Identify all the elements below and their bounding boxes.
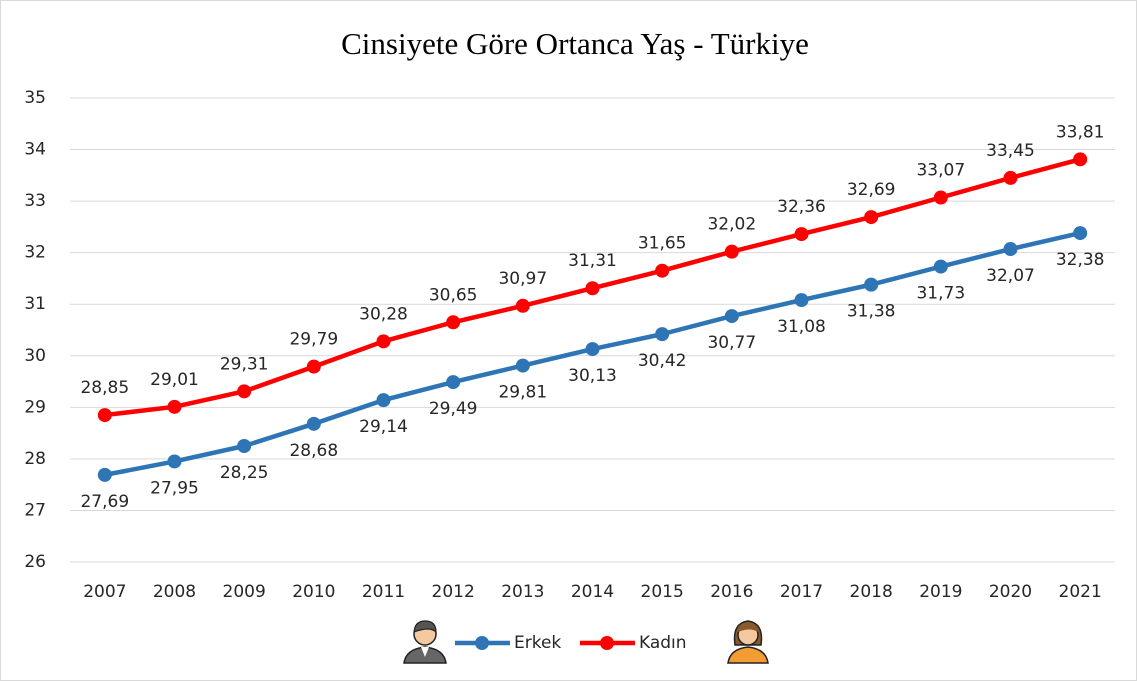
y-tick-label: 29 [24,397,46,417]
data-point [376,393,391,408]
data-point [655,263,670,278]
female-icon [727,620,769,664]
data-label: 33,07 [916,161,965,181]
data-label: 31,38 [847,302,896,322]
y-tick-label: 35 [24,88,46,108]
data-point [724,309,739,324]
x-tick-label: 2007 [83,582,126,602]
data-point [446,315,461,330]
data-point [585,342,600,357]
data-point [515,298,530,313]
data-label: 28,85 [80,378,129,398]
data-point [97,408,112,423]
data-label: 29,31 [220,354,269,374]
x-tick-label: 2017 [780,582,823,602]
data-point [585,281,600,296]
x-tick-label: 2011 [362,582,405,602]
data-label: 28,25 [220,463,269,483]
data-point [933,190,948,205]
y-tick-label: 26 [24,552,46,572]
data-point [655,327,670,342]
data-point [724,244,739,259]
y-tick-label: 31 [24,294,46,314]
x-tick-label: 2010 [292,582,335,602]
x-tick-label: 2013 [501,582,544,602]
legend-label: Erkek [514,633,561,653]
x-tick-label: 2018 [850,582,893,602]
data-point [864,277,879,292]
data-label: 32,02 [707,215,756,235]
data-label: 31,31 [568,251,617,271]
data-label: 30,97 [498,269,547,289]
data-point [237,439,252,453]
data-point [1003,242,1018,257]
x-tick-label: 2012 [432,582,475,602]
x-tick-label: 2020 [989,582,1032,602]
data-point [794,293,809,308]
x-tick-label: 2015 [641,582,684,602]
data-point [446,375,461,390]
data-point [1073,226,1088,241]
legend-label: Kadın [639,633,687,653]
data-label: 29,81 [498,383,547,403]
data-label: 27,69 [80,492,129,512]
data-point [864,210,879,225]
male-icon [403,620,447,664]
data-point [306,359,321,374]
data-label: 30,77 [707,333,756,353]
data-label: 33,81 [1056,122,1105,142]
data-point [933,259,948,274]
data-point [167,399,182,414]
x-tick-label: 2008 [153,582,196,602]
data-label: 32,38 [1056,250,1105,270]
data-point [97,467,112,482]
data-label: 29,14 [359,417,408,437]
y-tick-label: 30 [24,346,46,366]
data-label: 31,65 [638,234,687,254]
y-tick-label: 27 [24,500,46,520]
data-label: 31,73 [916,284,965,304]
data-label: 29,01 [150,370,199,390]
x-tick-label: 2016 [710,582,753,602]
data-label: 32,07 [986,266,1035,286]
x-tick-label: 2014 [571,582,614,602]
data-label: 30,65 [429,285,478,305]
x-tick-label: 2019 [919,582,962,602]
data-label: 27,95 [150,478,199,498]
y-tick-label: 33 [24,191,46,211]
data-label: 33,45 [986,141,1035,161]
data-label: 30,13 [568,366,617,386]
data-label: 29,49 [429,399,478,419]
legend-marker [475,636,489,650]
data-point [376,334,391,349]
data-point [167,454,182,469]
data-point [794,227,809,242]
data-label: 29,79 [289,330,338,350]
x-tick-label: 2009 [223,582,266,602]
data-label: 32,36 [777,197,826,217]
y-tick-label: 28 [24,449,46,469]
data-point [237,384,252,399]
data-point [1073,152,1088,167]
y-tick-label: 34 [24,140,46,160]
chart-title: Cinsiyete Göre Ortanca Yaş - Türkiye [341,26,809,61]
data-point [1003,170,1018,185]
data-label: 30,42 [638,351,687,371]
data-label: 30,28 [359,304,408,324]
data-label: 28,68 [289,441,338,461]
x-tick-label: 2021 [1059,582,1102,602]
data-label: 31,08 [777,317,826,337]
data-point [515,358,530,373]
data-point [306,416,321,431]
legend-marker [600,636,614,650]
y-tick-label: 32 [24,243,46,263]
data-label: 32,69 [847,180,896,200]
